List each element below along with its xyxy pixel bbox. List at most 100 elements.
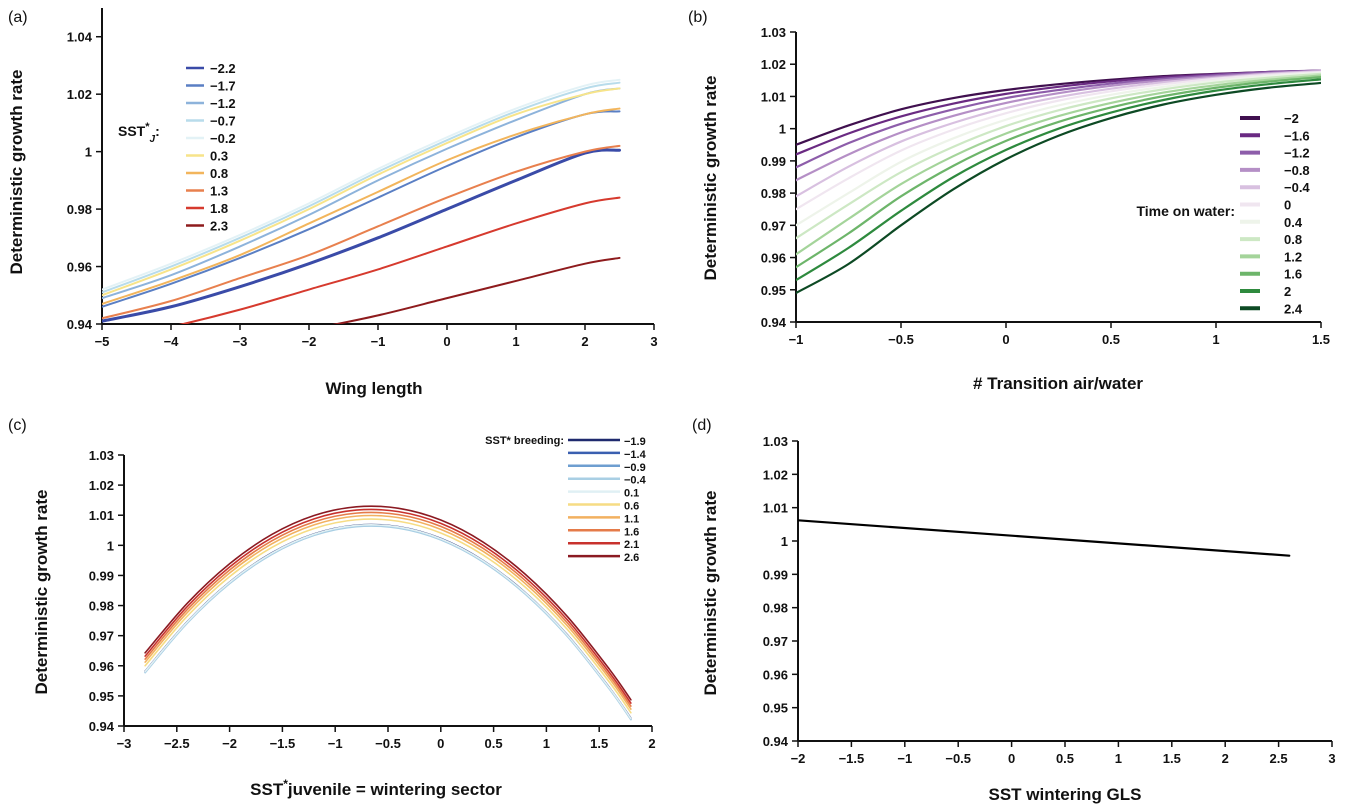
y-tick-label: 0.95 <box>761 283 786 298</box>
x-axis-title-d: SST wintering GLS <box>988 785 1141 804</box>
y-tick-label: 1.03 <box>763 434 788 449</box>
legend-items-c: −1.9−1.4−0.9−0.40.10.61.11.62.12.6 <box>568 436 647 564</box>
series-line-2.1 <box>144 508 632 704</box>
y-tick-label: 1.01 <box>763 501 788 516</box>
series-line-0.4 <box>796 71 1321 227</box>
x-tick-label: 0 <box>1002 332 1009 347</box>
x-axis-title-b: # Transition air/water <box>973 374 1143 393</box>
y-axis-title-d: Deterministic growth rate <box>701 491 720 696</box>
legend-label: 0 <box>1284 198 1291 213</box>
x-tick-label: −1 <box>789 332 804 347</box>
series-line-2.4 <box>796 81 1321 295</box>
y-tick-label: 1 <box>781 534 788 549</box>
legend-label: 2.6 <box>624 552 639 564</box>
legend-label: 2.3 <box>210 219 228 234</box>
legend-label: −2.2 <box>210 61 236 76</box>
y-axis-title-c: Deterministic growth rate <box>32 490 51 695</box>
x-tick-label: 2 <box>648 736 655 751</box>
legend-label: −0.2 <box>210 131 236 146</box>
y-tick-label: 0.95 <box>763 701 788 716</box>
series-line-−1.2 <box>102 87 621 300</box>
legend-label: 1.6 <box>624 526 639 538</box>
y-ticks-c: 0.94 0.95 0.96 0.97 0.98 0.99 1 1.01 1.02 1.03 <box>89 448 124 734</box>
x-tick-label: 0.5 <box>485 736 503 751</box>
legend-label: 1.1 <box>624 513 639 525</box>
y-tick-label: 0.94 <box>89 719 115 734</box>
legend-title-c: SST* breeding: <box>485 435 564 447</box>
y-tick-label: 1.02 <box>761 57 786 72</box>
y-tick-label: 1 <box>107 538 114 553</box>
y-tick-label: 0.94 <box>761 315 787 330</box>
y-tick-label: 1.03 <box>89 448 114 463</box>
panel-label-d: (d) <box>692 417 712 434</box>
series-line-main <box>798 519 1291 557</box>
x-tick-label: −1.5 <box>839 751 865 766</box>
panel-d: (d) Deterministic growth rate SST winter… <box>692 417 1336 804</box>
legend-title-b: Time on water: <box>1136 203 1235 219</box>
y-tick-label: 0.98 <box>89 599 114 614</box>
legend-label: 2.1 <box>624 539 639 551</box>
series-line-2 <box>796 78 1321 282</box>
y-tick-label: 0.97 <box>761 218 786 233</box>
legend-label: −1.2 <box>210 96 236 111</box>
series-line-1.6 <box>144 511 632 707</box>
series-line-−0.4 <box>144 525 632 721</box>
x-ticks-b: −1 −0.5 0 0.5 1 1.5 <box>789 322 1330 347</box>
series-line-1.2 <box>796 74 1321 256</box>
x-tick-label: −2 <box>302 334 317 349</box>
y-tick-label: 1.02 <box>67 87 92 102</box>
y-tick-label: 1.01 <box>761 89 786 104</box>
legend-label: −1.2 <box>1284 146 1310 161</box>
x-ticks-a: −5 −4 −3 −2 −1 0 1 2 3 <box>95 324 658 349</box>
legend-label: −0.9 <box>624 462 646 474</box>
series-line-−1.4 <box>144 524 632 720</box>
legend-a: SST*J: −2.2 −1.7 −1.2 −0.7 −0.2 0.3 0.8 1.3 1.8 2… <box>118 61 236 234</box>
legend-items-a: −2.2 −1.7 −1.2 −0.7 −0.2 0.3 0.8 1.3 1.8 2.3 <box>186 61 236 234</box>
x-tick-label: 3 <box>1328 751 1335 766</box>
legend-label: 0.8 <box>1284 232 1302 247</box>
y-tick-label: 1.04 <box>67 30 93 45</box>
x-tick-label: 2.5 <box>1270 751 1288 766</box>
legend-label: −1.6 <box>1284 128 1310 143</box>
y-tick-label: 0.99 <box>89 568 114 583</box>
legend-label: 1.8 <box>210 201 228 216</box>
y-tick-label: 0.96 <box>763 667 788 682</box>
panel-label-a: (a) <box>8 9 28 26</box>
y-ticks-a: 0.94 0.96 0.98 1 1.02 1.04 <box>67 30 102 332</box>
series-line-1.1 <box>144 514 632 710</box>
y-tick-label: 0.94 <box>67 317 93 332</box>
x-tick-label: 1 <box>1115 751 1122 766</box>
legend-label: −0.4 <box>1284 180 1310 195</box>
panel-label-c: (c) <box>8 417 27 434</box>
x-tick-label: −5 <box>95 334 110 349</box>
legend-label: 1.3 <box>210 184 228 199</box>
legend-c: SST* breeding: −1.9−1.4−0.9−0.40.10.61.1… <box>485 435 646 564</box>
y-tick-label: 1.02 <box>89 478 114 493</box>
x-tick-label: 3 <box>650 334 657 349</box>
y-tick-label: 0.96 <box>761 251 786 266</box>
y-tick-label: 0.99 <box>763 567 788 582</box>
x-tick-label: −1 <box>328 736 343 751</box>
legend-b: Time on water: −2 −1.6 −1.2 −0.8 −0.4 0 0.4 0.8… <box>1136 111 1310 316</box>
x-tick-label: −1 <box>897 751 912 766</box>
panel-b: (b) Deterministic growth rate # Transiti… <box>688 9 1330 393</box>
x-tick-label: −1.5 <box>270 736 296 751</box>
legend-title-a: SST*J: <box>118 121 160 145</box>
x-tick-label: 0.5 <box>1102 332 1120 347</box>
y-tick-label: 0.97 <box>763 634 788 649</box>
x-ticks-d: −2 −1.5 −1 −0.5 0 0.5 1 1.5 2 2.5 3 <box>791 741 1336 766</box>
y-tick-label: 0.96 <box>89 659 114 674</box>
y-ticks-b: 0.94 0.95 0.96 0.97 0.98 0.99 1 1.01 1.02 1.03 <box>761 25 796 330</box>
plot-area-c <box>123 455 652 727</box>
plot-area-a <box>101 8 654 325</box>
legend-label: 2 <box>1284 284 1291 299</box>
legend-label: −1.9 <box>624 436 646 448</box>
series-line-1.3 <box>102 144 621 320</box>
x-axis-title-c: SST*juvenile = wintering sector <box>250 777 502 799</box>
x-tick-label: 1.5 <box>590 736 608 751</box>
series-line-1.6 <box>796 76 1321 269</box>
x-tick-label: −2 <box>222 736 237 751</box>
y-tick-label: 0.95 <box>89 689 114 704</box>
series-line-−0.7 <box>102 81 621 294</box>
